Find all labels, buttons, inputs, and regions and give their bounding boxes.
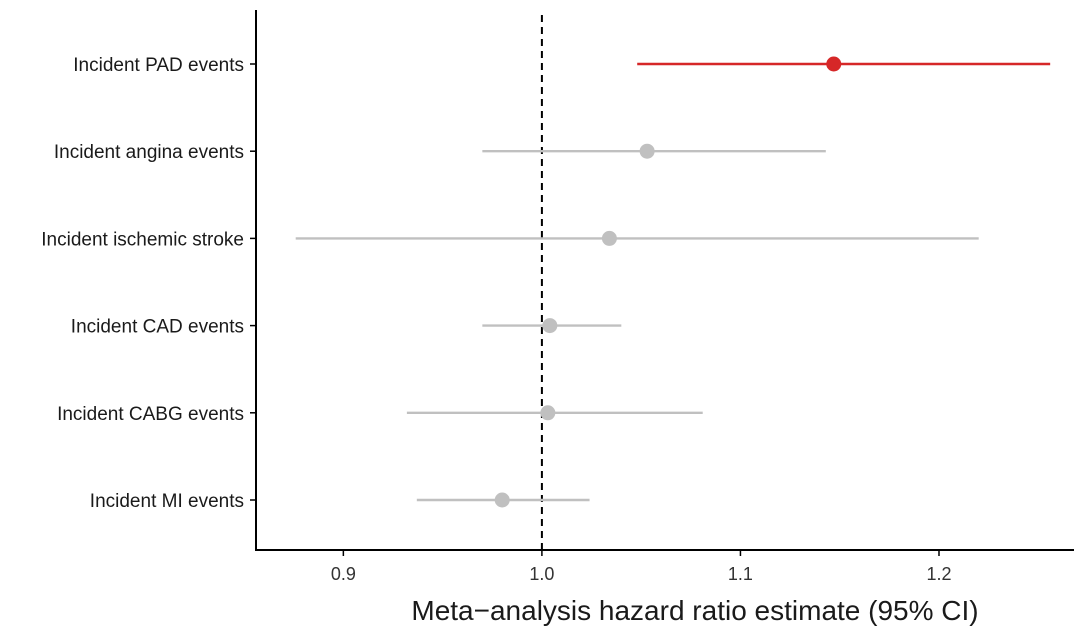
plot-marks-layer: [295, 56, 1051, 508]
axes-layer: Incident PAD events Incident angina event…: [41, 10, 1074, 584]
point-estimate-incident-cad-events: [542, 318, 558, 334]
point-estimate-incident-ischemic-stroke: [601, 230, 617, 246]
x-axis-title: Meta−analysis hazard ratio estimate (95%…: [411, 595, 978, 626]
point-estimate-incident-mi-events: [494, 492, 510, 508]
category-label: Incident CAD events: [71, 317, 244, 338]
x-tick-label: 1.0: [529, 564, 554, 584]
x-tick-label: 1.1: [728, 564, 753, 584]
x-tick-label: 1.2: [926, 564, 951, 584]
category-label: Incident PAD events: [73, 55, 244, 76]
category-label: Incident CABG events: [57, 404, 244, 425]
point-estimate-incident-angina-events: [639, 143, 655, 159]
category-label: Incident angina events: [54, 142, 244, 163]
category-label: Incident ischemic stroke: [41, 229, 244, 250]
category-label: Incident MI events: [90, 491, 244, 512]
x-tick-label: 0.9: [331, 564, 356, 584]
point-estimate-incident-pad-events: [826, 56, 842, 72]
point-estimate-incident-cabg-events: [540, 405, 556, 421]
